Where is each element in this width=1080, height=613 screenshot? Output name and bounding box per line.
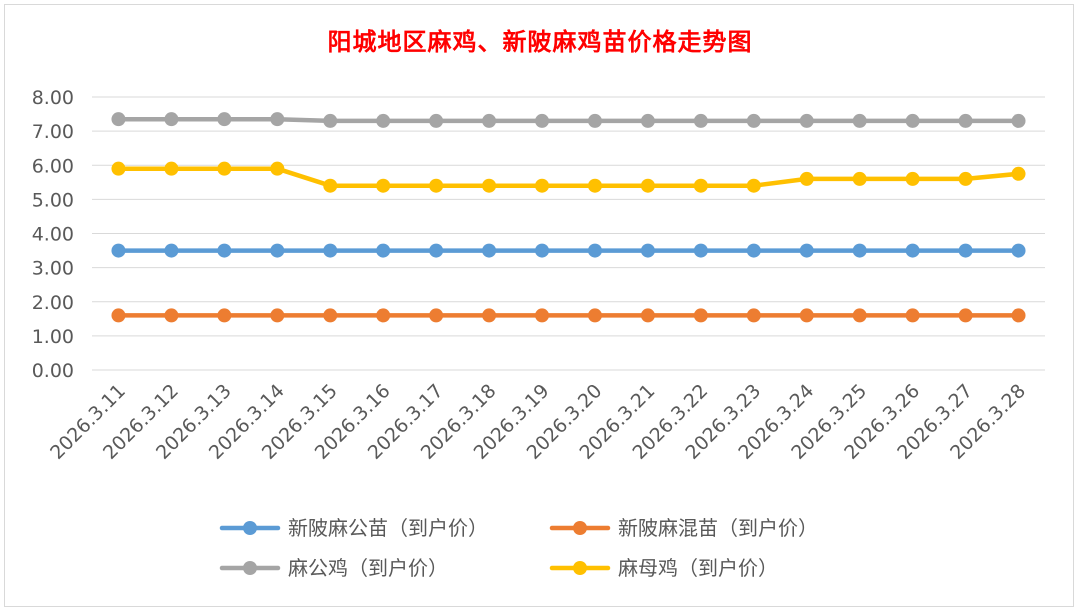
data-point xyxy=(905,308,920,323)
data-point xyxy=(376,178,391,193)
data-point xyxy=(535,308,550,323)
data-point xyxy=(1011,243,1026,258)
data-point xyxy=(587,308,602,323)
data-point xyxy=(376,308,391,323)
legend-marker-3 xyxy=(573,561,587,575)
data-point xyxy=(1011,113,1026,128)
data-point xyxy=(640,243,655,258)
data-point xyxy=(164,161,179,176)
legend-label-2: 麻公鸡（到户价） xyxy=(288,556,448,580)
data-point xyxy=(1011,166,1026,181)
y-tick-label: 8.00 xyxy=(32,87,74,109)
data-point xyxy=(640,308,655,323)
data-point xyxy=(376,243,391,258)
y-tick-label: 1.00 xyxy=(32,326,74,348)
data-point xyxy=(640,178,655,193)
data-point xyxy=(1011,308,1026,323)
chart-frame xyxy=(4,4,1074,607)
data-point xyxy=(693,178,708,193)
legend-label-3: 麻母鸡（到户价） xyxy=(618,556,778,580)
y-tick-label: 3.00 xyxy=(32,258,74,280)
series-line-2 xyxy=(116,116,1021,124)
data-point xyxy=(693,113,708,128)
data-point xyxy=(270,243,285,258)
y-tick-label: 5.00 xyxy=(32,189,74,211)
data-point xyxy=(746,308,761,323)
data-point xyxy=(482,113,497,128)
y-tick-label: 2.00 xyxy=(32,292,74,314)
data-point xyxy=(958,308,973,323)
legend-label-1: 新陂麻混苗（到户价） xyxy=(618,516,818,540)
data-point xyxy=(429,113,444,128)
data-point xyxy=(852,171,867,186)
data-point xyxy=(164,308,179,323)
legend-marker-0 xyxy=(243,521,257,535)
data-point xyxy=(111,243,126,258)
data-point xyxy=(958,243,973,258)
data-point xyxy=(217,161,232,176)
data-point xyxy=(429,308,444,323)
data-point xyxy=(270,308,285,323)
series-line-3 xyxy=(116,166,1021,188)
data-point xyxy=(958,113,973,128)
data-point xyxy=(799,243,814,258)
data-point xyxy=(693,243,708,258)
data-point xyxy=(852,243,867,258)
data-point xyxy=(535,178,550,193)
data-point xyxy=(111,308,126,323)
data-point xyxy=(270,161,285,176)
data-point xyxy=(376,113,391,128)
data-point xyxy=(111,112,126,127)
data-point xyxy=(587,113,602,128)
data-point xyxy=(482,308,497,323)
data-point xyxy=(799,171,814,186)
data-point xyxy=(429,178,444,193)
data-point xyxy=(270,112,285,127)
data-point xyxy=(217,112,232,127)
data-point xyxy=(905,113,920,128)
data-point xyxy=(111,161,126,176)
data-point xyxy=(535,243,550,258)
data-point xyxy=(852,308,867,323)
y-tick-label: 7.00 xyxy=(32,121,74,143)
data-point xyxy=(905,243,920,258)
legend-marker-1 xyxy=(573,521,587,535)
data-point xyxy=(164,243,179,258)
data-point xyxy=(217,308,232,323)
data-point xyxy=(852,113,867,128)
data-point xyxy=(482,178,497,193)
data-point xyxy=(535,113,550,128)
data-point xyxy=(164,112,179,127)
data-point xyxy=(746,178,761,193)
data-point xyxy=(587,243,602,258)
data-point xyxy=(323,243,338,258)
chart-title: 阳城地区麻鸡、新陂麻鸡苗价格走势图 xyxy=(327,27,753,56)
data-point xyxy=(323,113,338,128)
legend-marker-2 xyxy=(243,561,257,575)
data-point xyxy=(905,171,920,186)
data-point xyxy=(587,178,602,193)
data-point xyxy=(799,113,814,128)
data-point xyxy=(482,243,497,258)
data-point xyxy=(746,113,761,128)
data-point xyxy=(640,113,655,128)
data-point xyxy=(746,243,761,258)
y-tick-label: 0.00 xyxy=(32,360,74,382)
data-point xyxy=(799,308,814,323)
data-point xyxy=(693,308,708,323)
data-point xyxy=(958,171,973,186)
y-tick-label: 6.00 xyxy=(32,155,74,177)
legend-label-0: 新陂麻公苗（到户价） xyxy=(288,516,488,540)
data-point xyxy=(429,243,444,258)
data-point xyxy=(323,308,338,323)
data-point xyxy=(323,178,338,193)
y-tick-label: 4.00 xyxy=(32,224,74,246)
data-point xyxy=(217,243,232,258)
